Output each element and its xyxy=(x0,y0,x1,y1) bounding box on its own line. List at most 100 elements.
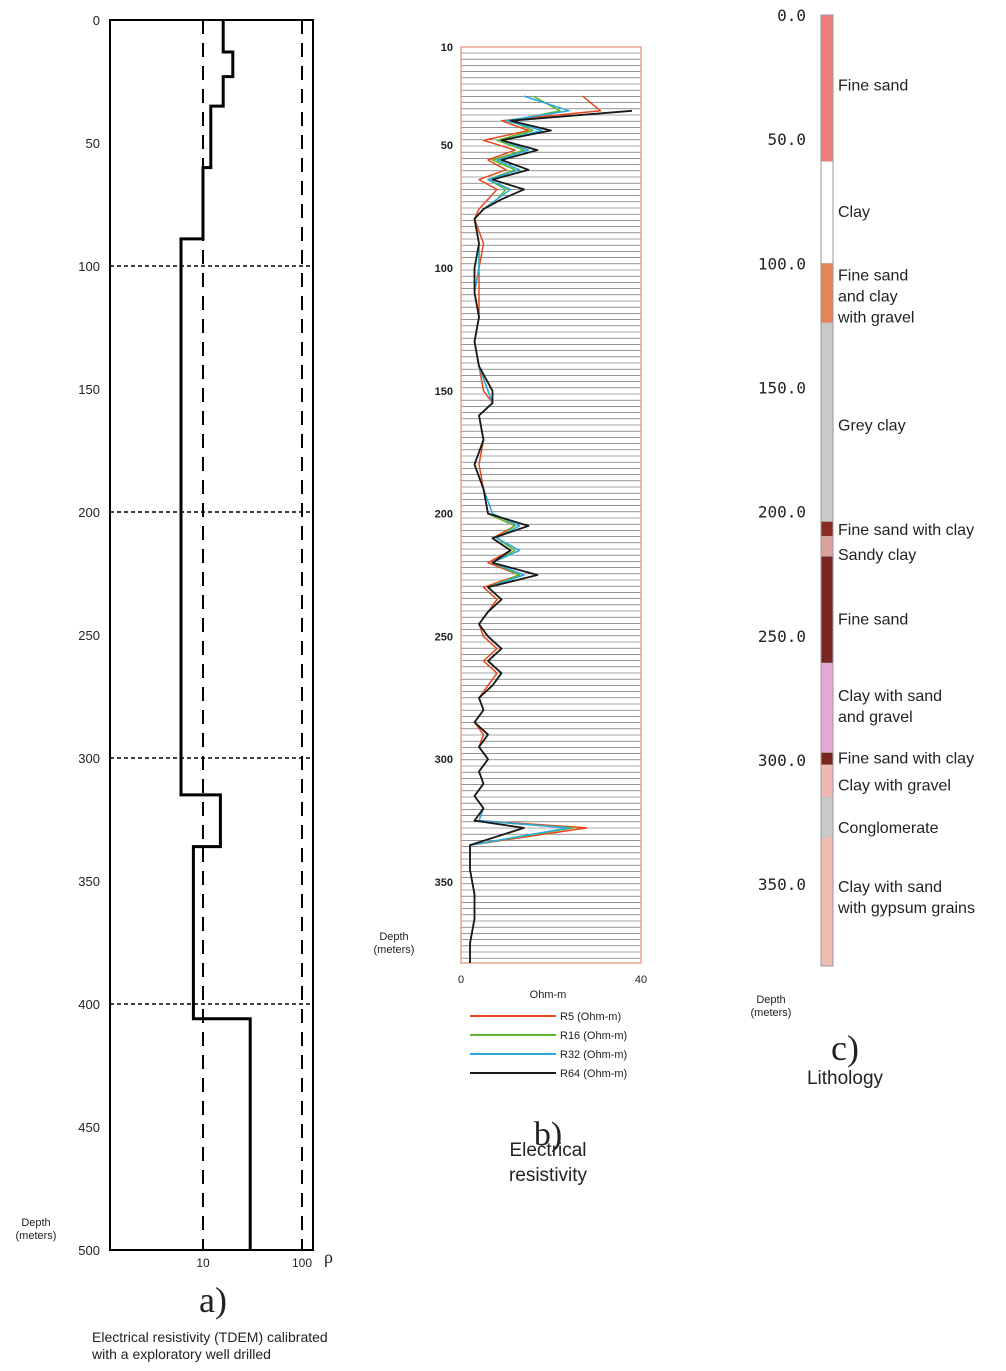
lithology-layer xyxy=(820,796,834,838)
panel-c-y-tick-label: 0.0 xyxy=(777,6,806,25)
panel-b-depth-tick-labels: 10 50 100 150 200 250 300 350 xyxy=(435,42,453,889)
panel-b-y-tick-label: 200 xyxy=(435,509,453,521)
panel-b-x-tick-label: 0 xyxy=(458,974,464,986)
lithology-label: Fine sand with clay xyxy=(838,522,974,539)
text-line: with gypsum grains xyxy=(837,900,975,917)
lithology-label: Clay with gravel xyxy=(838,778,951,795)
lithology-layer xyxy=(820,752,834,766)
lithology-layer xyxy=(820,263,834,324)
panel-b-y-tick-label: 150 xyxy=(435,386,453,398)
panel-a-y-tick-label: 500 xyxy=(78,1243,100,1258)
text-line: and gravel xyxy=(838,709,913,726)
panel-a-x-tick-label: 100 xyxy=(292,1256,312,1270)
panel-b-x-tick-labels: 0 40 xyxy=(458,974,647,986)
panel-c-y-tick-label: 150.0 xyxy=(758,378,806,397)
lithology-label: Conglomerate xyxy=(838,820,939,837)
panel-a-x-tick-labels: 10 100 xyxy=(196,1256,312,1270)
text-line: and clay xyxy=(838,289,898,306)
series-line-R64 xyxy=(469,109,633,963)
lithology-label: Fine sand xyxy=(838,78,908,95)
panel-a-tdem-resistivity: 0 50 100 150 200 250 300 350 400 450 500 10 100 ρ D… xyxy=(16,13,333,1362)
panel-c-y-tick-label: 200.0 xyxy=(758,503,806,522)
panel-a-y-tick-label: 300 xyxy=(78,751,100,766)
series-line-R16 xyxy=(469,95,575,963)
panel-a-y-tick-label: 50 xyxy=(86,136,100,151)
panel-a-y-tick-label: 350 xyxy=(78,874,100,889)
text-line: Electrical xyxy=(509,1140,586,1161)
panel-a-y-tick-label: 450 xyxy=(78,1120,100,1135)
panel-b-electrical-resistivity-log: 10 50 100 150 200 250 300 350 0 40 Ohm-m Depth (m… xyxy=(374,42,648,1186)
text-line: (meters) xyxy=(16,1230,57,1242)
lithology-layer xyxy=(820,662,834,753)
panel-b-legend: R5 (Ohm-m) R16 (Ohm-m) R32 (Ohm-m) R64 (Ohm… xyxy=(470,1011,627,1080)
panel-c-y-tick-label: 250.0 xyxy=(758,627,806,646)
panel-a-y-axis-label: Depth (meters) xyxy=(16,1217,57,1242)
text-line: Depth xyxy=(21,1217,50,1229)
panel-c-layer-labels: Fine sand Clay Fine sand and clay with grave… xyxy=(837,78,975,917)
lithology-label: Clay xyxy=(838,204,870,221)
lithology-layer xyxy=(820,836,834,967)
text-line: Electrical resistivity (TDEM) calibrated xyxy=(92,1329,328,1345)
text-line: Fine sand xyxy=(838,268,908,285)
text-line: Fine sand xyxy=(838,611,908,628)
lithology-layer xyxy=(820,161,834,264)
text-line: Clay with sand xyxy=(838,688,942,705)
text-line: Depth xyxy=(756,994,785,1006)
panel-c-column-frame xyxy=(820,14,834,967)
text-line: resistivity xyxy=(509,1165,588,1186)
panel-c-label: c) xyxy=(831,1028,859,1068)
lithology-layer xyxy=(820,764,834,798)
text-line: with a exploratory well drilled xyxy=(91,1346,271,1362)
text-line: with gravel xyxy=(837,310,914,327)
legend-label-R5: R5 (Ohm-m) xyxy=(560,1011,621,1023)
panel-a-y-tick-label: 100 xyxy=(78,259,100,274)
text-line: Clay with gravel xyxy=(838,778,951,795)
panel-b-y-tick-label: 100 xyxy=(435,263,453,275)
panel-c-y-tick-label: 50.0 xyxy=(767,130,806,149)
panel-a-x-axis-label: ρ xyxy=(324,1247,333,1267)
panel-c-y-tick-label: 100.0 xyxy=(758,254,806,273)
lithology-layer xyxy=(820,14,834,162)
panel-a-y-tick-label: 200 xyxy=(78,505,100,520)
panel-a-caption: Electrical resistivity (TDEM) calibrated… xyxy=(91,1329,328,1362)
text-line: Fine sand xyxy=(838,78,908,95)
series-line-R5 xyxy=(469,95,602,963)
panel-b-x-tick-label: 40 xyxy=(635,974,647,986)
text-line: Grey clay xyxy=(838,418,906,435)
panel-a-y-tick-label: 0 xyxy=(93,13,100,28)
lithology-label: Fine sand and clay with gravel xyxy=(837,268,914,327)
lithology-label: Grey clay xyxy=(838,418,906,435)
panel-b-y-axis-label: Depth (meters) xyxy=(374,931,415,956)
panel-b-x-axis-label: Ohm-m xyxy=(530,989,567,1001)
text-line: Fine sand with clay xyxy=(838,522,974,539)
panel-b-y-tick-label: 250 xyxy=(435,631,453,643)
panel-c-lithology-column: 0.0 50.0 100.0 150.0 200.0 250.0 300.0 350.0 Fi… xyxy=(751,6,975,1089)
panel-a-y-tick-label: 250 xyxy=(78,628,100,643)
text-line: Conglomerate xyxy=(838,820,939,837)
lithology-layer xyxy=(820,521,834,537)
panel-a-resistivity-step-curve xyxy=(179,20,252,1250)
legend-label-R64: R64 (Ohm-m) xyxy=(560,1068,627,1080)
text-line: Clay with sand xyxy=(838,879,942,896)
panel-b-series xyxy=(469,95,633,963)
text-line: Fine sand with clay xyxy=(838,750,974,767)
panel-b-title: Electrical resistivity xyxy=(509,1140,588,1186)
text-line: Depth xyxy=(379,931,408,943)
panel-b-y-tick-label: 50 xyxy=(441,140,453,152)
legend-label-R32: R32 (Ohm-m) xyxy=(560,1049,627,1061)
legend-label-R16: R16 (Ohm-m) xyxy=(560,1030,627,1042)
panel-c-layers xyxy=(820,14,834,967)
lithology-layer xyxy=(820,536,834,557)
panel-a-x-tick-label: 10 xyxy=(196,1256,210,1270)
panel-b-y-tick-label: 10 xyxy=(441,42,453,54)
panel-b-grid-lines xyxy=(461,52,641,959)
panel-b-y-tick-label: 350 xyxy=(435,877,453,889)
text-line: Clay xyxy=(838,204,870,221)
panel-a-label: a) xyxy=(199,1280,227,1320)
panel-b-label: b) xyxy=(534,1116,562,1153)
lithology-label: Sandy clay xyxy=(838,547,916,564)
panel-c-y-tick-label: 300.0 xyxy=(758,751,806,770)
panel-c-depth-tick-labels: 0.0 50.0 100.0 150.0 200.0 250.0 300.0 350.0 xyxy=(758,6,806,894)
lithology-label: Clay with sand with gypsum grains xyxy=(837,879,975,917)
lithology-layer xyxy=(820,556,834,664)
